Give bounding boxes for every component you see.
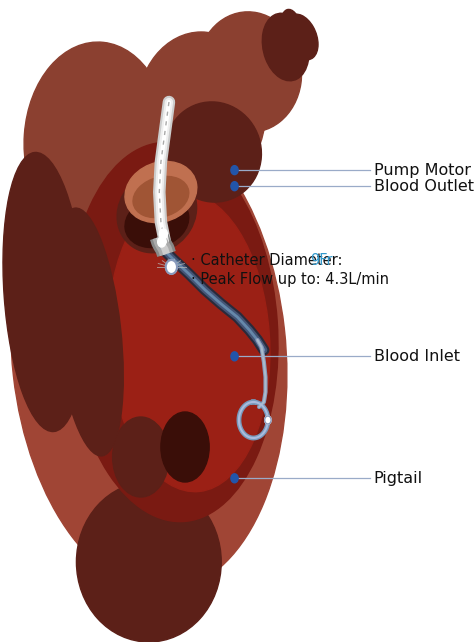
Ellipse shape <box>125 161 197 223</box>
Circle shape <box>231 474 238 483</box>
Text: Blood Inlet: Blood Inlet <box>374 349 460 364</box>
Ellipse shape <box>133 177 189 218</box>
Ellipse shape <box>68 143 278 521</box>
Circle shape <box>231 182 238 191</box>
Text: Pump Motor: Pump Motor <box>374 162 471 178</box>
Ellipse shape <box>262 13 309 81</box>
Ellipse shape <box>3 152 85 431</box>
Ellipse shape <box>54 208 123 456</box>
Text: Blood Outlet: Blood Outlet <box>374 178 474 194</box>
Circle shape <box>231 166 238 175</box>
Ellipse shape <box>11 113 287 591</box>
Circle shape <box>158 237 166 247</box>
Circle shape <box>159 229 167 239</box>
Ellipse shape <box>76 482 221 642</box>
Ellipse shape <box>161 412 209 482</box>
Text: Pigtail: Pigtail <box>374 471 423 486</box>
Circle shape <box>231 352 238 361</box>
Ellipse shape <box>113 417 169 497</box>
Text: 9Fr: 9Fr <box>310 252 332 268</box>
Text: · Peak Flow up to: 4.3L/min: · Peak Flow up to: 4.3L/min <box>191 272 389 287</box>
Ellipse shape <box>108 193 270 492</box>
Ellipse shape <box>117 171 197 253</box>
Circle shape <box>166 260 177 274</box>
Ellipse shape <box>24 42 169 242</box>
Ellipse shape <box>165 102 262 202</box>
Ellipse shape <box>285 14 318 60</box>
Text: · Catheter Diameter:: · Catheter Diameter: <box>191 252 347 268</box>
Ellipse shape <box>197 12 301 132</box>
Circle shape <box>264 416 271 424</box>
Ellipse shape <box>281 10 302 49</box>
Ellipse shape <box>125 196 189 248</box>
Ellipse shape <box>137 32 265 192</box>
